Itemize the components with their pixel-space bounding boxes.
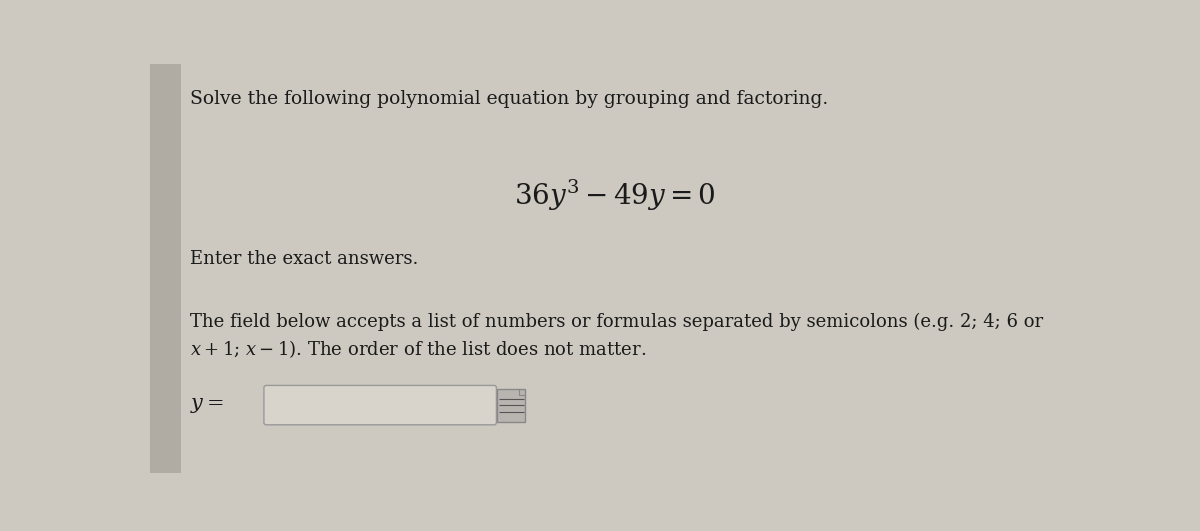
Text: Enter the exact answers.: Enter the exact answers. — [191, 250, 419, 268]
FancyBboxPatch shape — [264, 386, 497, 425]
FancyBboxPatch shape — [497, 389, 526, 422]
Text: Solve the following polynomial equation by grouping and factoring.: Solve the following polynomial equation … — [191, 90, 828, 108]
Text: $x + 1$; $x - 1$). The order of the list does not matter.: $x + 1$; $x - 1$). The order of the list… — [191, 338, 647, 359]
Text: The field below accepts a list of numbers or formulas separated by semicolons (e: The field below accepts a list of number… — [191, 313, 1044, 331]
Text: $36y^3 - 49y = 0$: $36y^3 - 49y = 0$ — [514, 178, 716, 213]
Text: $y =$: $y =$ — [191, 396, 224, 415]
FancyBboxPatch shape — [150, 64, 181, 473]
